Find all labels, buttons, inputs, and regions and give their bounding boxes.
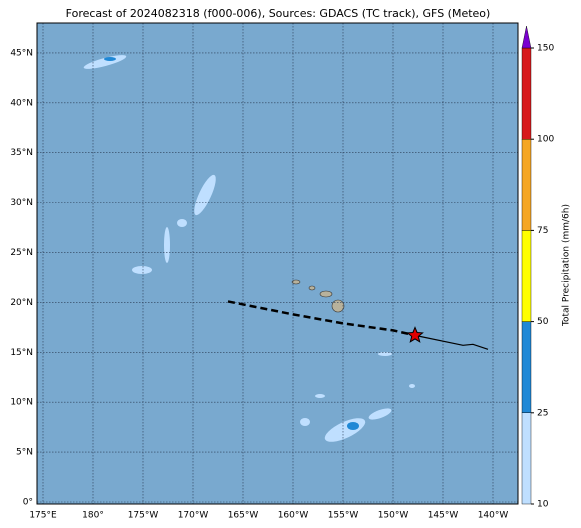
colorbar-label: Total Precipitation (mm/6h) (562, 204, 572, 327)
colorbar-tick-label: 50 (537, 317, 549, 327)
lat-label: 30°N (10, 198, 33, 208)
lat-label: 25°N (10, 248, 33, 258)
lon-label: 170°W (178, 511, 209, 521)
lat-label: 0° (23, 498, 33, 508)
colorbar-extend (521, 25, 532, 49)
colorbar-segment (521, 138, 532, 231)
map-title: Forecast of 2024082318 (f000-006), Sourc… (66, 7, 491, 20)
lat-label: 20°N (10, 298, 33, 308)
lat-label: 15°N (10, 348, 33, 358)
lat-label: 40°N (10, 98, 33, 108)
lon-label: 165°W (228, 511, 259, 521)
colorbar-tick-label: 25 (537, 408, 548, 418)
lat-label: 45°N (10, 48, 33, 58)
lon-label: 155°W (328, 511, 359, 521)
lon-label: 140°W (478, 511, 509, 521)
precipitation-areas (83, 55, 415, 442)
forecast-track (227, 300, 416, 337)
lat-label: 5°N (16, 448, 33, 458)
colorbar-tick-label: 150 (537, 44, 554, 54)
map-frame (36, 22, 519, 505)
lon-label: 160°W (278, 511, 309, 521)
lon-label: 180° (82, 511, 104, 521)
colorbar-segment (521, 321, 532, 414)
colorbar-segment (521, 412, 532, 505)
lon-label: 145°W (428, 511, 459, 521)
colorbar-tick-label: 10 (537, 500, 549, 510)
colorbar-tick-label: 75 (537, 226, 548, 236)
lat-label: 10°N (10, 398, 33, 408)
past-track (414, 334, 489, 350)
lon-label: 175°W (128, 511, 159, 521)
colorbar-segment (521, 230, 532, 322)
islands (291, 279, 345, 313)
colorbar-segment (521, 47, 532, 140)
lon-label: 150°W (378, 511, 409, 521)
colorbar-tick-label: 100 (537, 135, 554, 145)
storm-position (406, 326, 424, 343)
lon-label: 175°E (29, 511, 57, 521)
lat-label: 35°N (10, 148, 33, 158)
ocean (37, 23, 518, 504)
